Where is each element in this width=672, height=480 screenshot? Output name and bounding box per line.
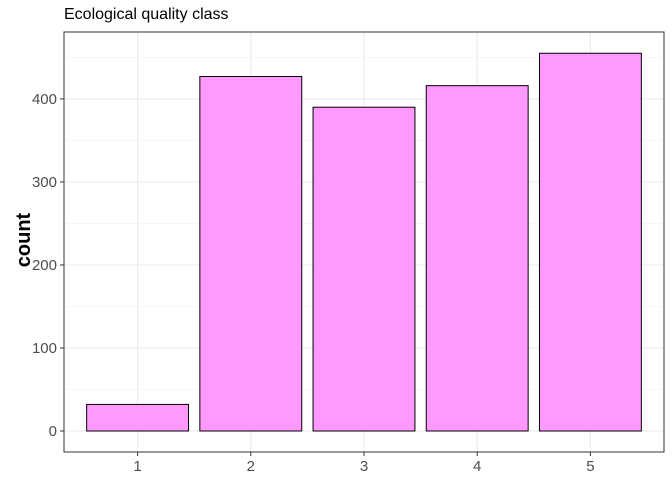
bar-4	[425, 85, 529, 432]
bar-3	[312, 106, 416, 432]
y-tick-label: 0	[49, 423, 57, 440]
x-tick-label: 3	[360, 458, 368, 475]
y-tick-label: 300	[32, 174, 57, 191]
y-axis: 0 100 200 300 400	[32, 91, 64, 440]
x-tick-label: 5	[586, 458, 594, 475]
bar-1	[86, 403, 190, 432]
x-tick-label: 4	[473, 458, 481, 475]
x-axis: 1 2 3 4 5	[133, 452, 595, 475]
x-tick-label: 2	[247, 458, 255, 475]
chart-title: Ecological quality class	[64, 6, 229, 23]
bar-2	[199, 76, 303, 432]
y-axis-title: count	[13, 212, 35, 267]
y-tick-label: 200	[32, 257, 57, 274]
bar-5	[538, 52, 642, 432]
y-tick-label: 400	[32, 91, 57, 108]
x-tick-label: 1	[133, 458, 141, 475]
bars	[86, 52, 642, 432]
y-tick-label: 100	[32, 340, 57, 357]
